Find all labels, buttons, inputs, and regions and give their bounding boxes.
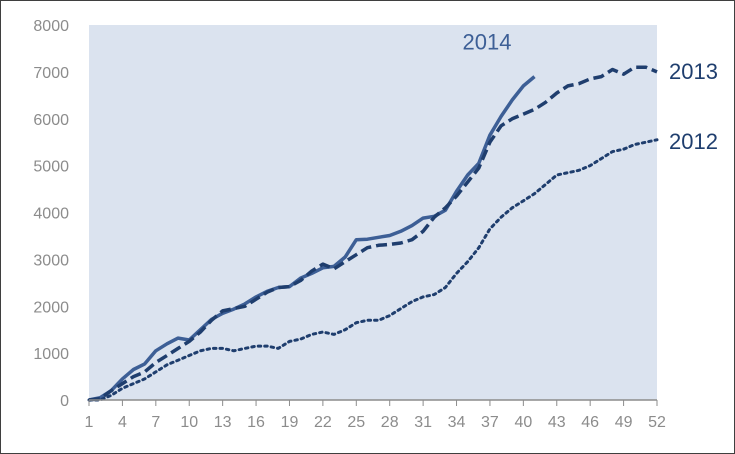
x-tick-label: 10 (180, 414, 198, 431)
x-tick-label: 28 (381, 414, 399, 431)
x-tick-label: 4 (118, 414, 127, 431)
x-tick-label: 22 (314, 414, 332, 431)
series-labels: 2014 2013 2012 (462, 30, 717, 154)
y-tick-label: 4000 (33, 206, 69, 223)
x-tick-label: 7 (151, 414, 160, 431)
series-line-2012 (87, 138, 659, 402)
series-label-2012: 2012 (669, 129, 718, 154)
x-tick-label: 1 (85, 414, 94, 431)
plot-area (89, 25, 657, 400)
x-tick-label: 43 (548, 414, 566, 431)
y-tick-label: 2000 (33, 299, 69, 316)
series-label-2014: 2014 (462, 30, 511, 55)
x-tick-label: 40 (514, 414, 532, 431)
y-tick-label: 3000 (33, 252, 69, 269)
y-tick-label: 8000 (33, 18, 69, 35)
series-line-2014 (88, 75, 536, 402)
x-tick-label: 37 (481, 414, 499, 431)
axes: 0 1000 2000 3000 4000 5000 6000 7000 8000 1 4 7 10 13… (33, 18, 666, 431)
x-tick-label: 46 (581, 414, 599, 431)
series-lines (87, 65, 659, 402)
x-tick-label: 52 (648, 414, 666, 431)
x-tick-label: 16 (247, 414, 265, 431)
y-tick-label: 6000 (33, 112, 69, 129)
x-tick-label: 31 (414, 414, 432, 431)
x-tick-label: 49 (615, 414, 633, 431)
x-tick-label: 34 (448, 414, 466, 431)
y-tick-label: 1000 (33, 346, 69, 363)
x-tick-label: 25 (347, 414, 365, 431)
x-tick-label: 19 (281, 414, 299, 431)
y-tick-label: 7000 (33, 65, 69, 82)
series-label-2013: 2013 (669, 59, 718, 84)
y-tick-label: 0 (60, 393, 69, 410)
x-tick-label: 13 (214, 414, 232, 431)
y-tick-label: 5000 (33, 159, 69, 176)
